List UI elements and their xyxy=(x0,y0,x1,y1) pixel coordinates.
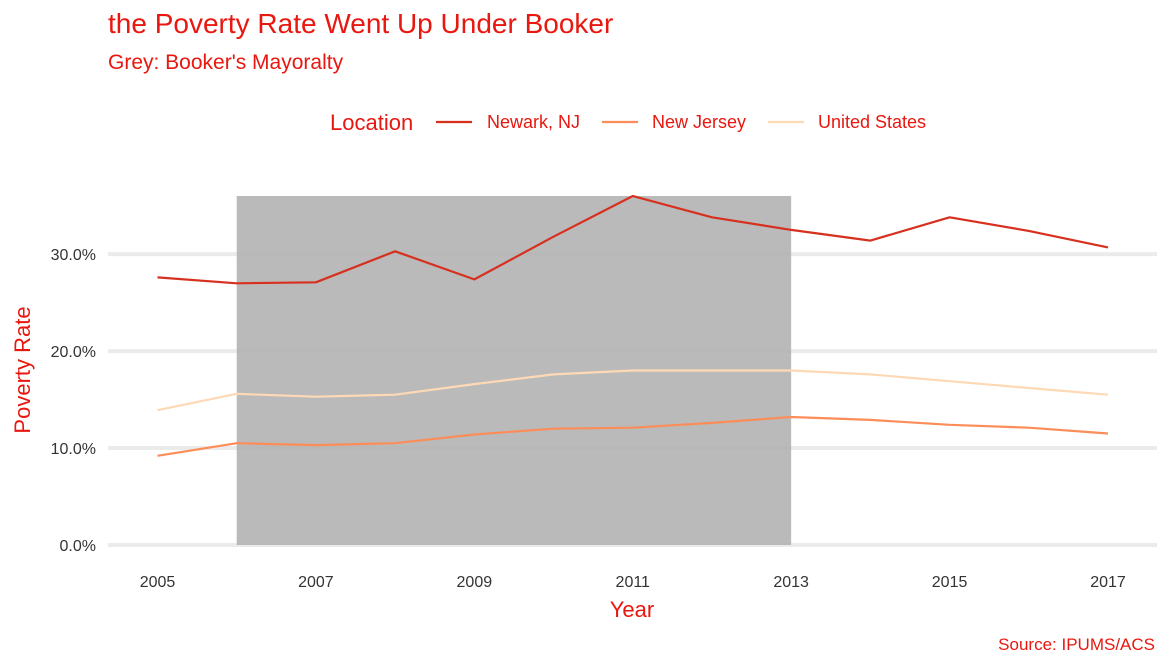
y-tick-label: 20.0% xyxy=(51,344,96,361)
x-tick-label: 2005 xyxy=(140,574,176,591)
series-line-0 xyxy=(157,194,1109,285)
x-tick-label: 2011 xyxy=(616,574,651,591)
legend-title: Location xyxy=(330,110,413,135)
chart-title: the Poverty Rate Went Up Under Booker xyxy=(108,8,613,39)
y-tick-label: 10.0% xyxy=(51,441,96,458)
x-axis-title: Year xyxy=(610,597,654,622)
legend-label-2: United States xyxy=(818,112,926,132)
legend-label-0: Newark, NJ xyxy=(487,112,580,132)
y-axis-title: Poverty Rate xyxy=(10,306,35,433)
legend-items: Newark, NJ New Jersey United States xyxy=(436,112,926,132)
x-tick-label: 2007 xyxy=(298,574,334,591)
series-line-1 xyxy=(157,415,1109,457)
x-tick-label: 2009 xyxy=(457,574,493,591)
y-tick-label: 30.0% xyxy=(51,247,96,264)
series-line-2 xyxy=(157,369,1109,412)
x-tick-label: 2017 xyxy=(1090,574,1126,591)
x-tick-label: 2013 xyxy=(773,574,809,591)
series-lines xyxy=(157,194,1109,457)
legend: Location Newark, NJ New Jersey United Stat… xyxy=(330,110,926,135)
legend-label-1: New Jersey xyxy=(652,112,746,132)
chart-caption: Source: IPUMS/ACS xyxy=(998,635,1155,654)
y-tick-label: 0.0% xyxy=(60,538,96,555)
chart-subtitle: Grey: Booker's Mayoralty xyxy=(108,51,344,74)
x-tick-label: 2015 xyxy=(932,574,968,591)
x-tick-labels: 2005 2007 2009 2011 2013 2015 2017 xyxy=(140,574,1126,591)
y-tick-labels: 0.0% 10.0% 20.0% 30.0% xyxy=(51,247,96,555)
